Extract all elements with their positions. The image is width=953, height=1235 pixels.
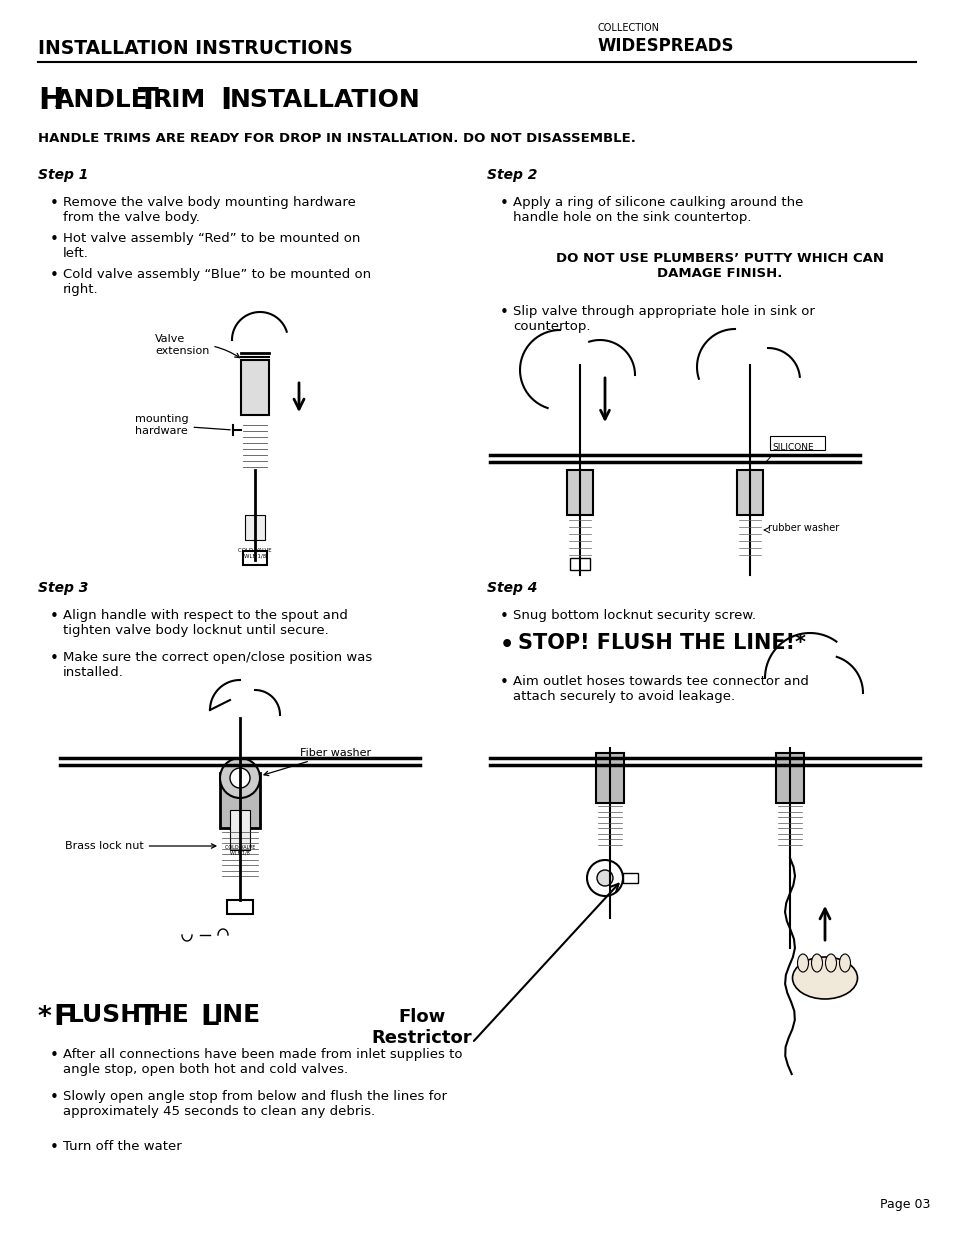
Ellipse shape [839,953,850,972]
Text: Slowly open angle stop from below and flush the lines for
approximately 45 secon: Slowly open angle stop from below and fl… [63,1091,447,1118]
Text: ANDLE: ANDLE [55,88,149,112]
Text: NSTALLATION: NSTALLATION [230,88,420,112]
FancyBboxPatch shape [241,359,269,415]
Text: Snug bottom locknut security screw.: Snug bottom locknut security screw. [513,609,756,622]
Text: Flow
Restrictor: Flow Restrictor [372,1008,472,1047]
Text: •: • [50,1140,59,1155]
Text: COLD VALVE
WLF 1/8: COLD VALVE WLF 1/8 [225,845,254,856]
Text: Align handle with respect to the spout and
tighten valve body locknut until secu: Align handle with respect to the spout a… [63,609,348,637]
Text: •: • [499,635,514,655]
Text: HANDLE TRIMS ARE READY FOR DROP IN INSTALLATION. DO NOT DISASSEMBLE.: HANDLE TRIMS ARE READY FOR DROP IN INSTA… [38,131,636,144]
Text: Turn off the water: Turn off the water [63,1140,182,1153]
Text: rubber washer: rubber washer [767,522,839,534]
Text: •: • [50,268,59,283]
Text: RIM: RIM [152,88,206,112]
Text: Hot valve assembly “Red” to be mounted on
left.: Hot valve assembly “Red” to be mounted o… [63,232,360,261]
Text: HE: HE [152,1003,190,1028]
Ellipse shape [824,953,836,972]
FancyBboxPatch shape [245,515,265,540]
Text: •: • [50,196,59,211]
Text: COLD VALVE
WLF 1/8: COLD VALVE WLF 1/8 [238,548,272,558]
Circle shape [230,768,250,788]
Text: SILICONE: SILICONE [771,443,813,452]
Text: Remove the valve body mounting hardware
from the valve body.: Remove the valve body mounting hardware … [63,196,355,224]
Text: L: L [200,1003,218,1031]
Ellipse shape [797,953,807,972]
Text: H: H [38,85,63,115]
Text: Slip valve through appropriate hole in sink or
countertop.: Slip valve through appropriate hole in s… [513,305,814,333]
FancyBboxPatch shape [775,753,803,803]
Text: F: F [53,1003,72,1031]
Text: •: • [499,676,508,690]
FancyBboxPatch shape [737,471,762,515]
Text: •: • [50,609,59,624]
Circle shape [597,869,613,885]
Text: Step 1: Step 1 [38,168,89,182]
Text: •: • [50,651,59,666]
FancyBboxPatch shape [566,471,593,515]
Ellipse shape [792,957,857,999]
Text: Fiber washer: Fiber washer [264,748,371,776]
Text: COLLECTION: COLLECTION [598,23,659,33]
Text: *: * [38,1005,51,1031]
Text: Brass lock nut: Brass lock nut [65,841,215,851]
Text: •: • [499,196,508,211]
FancyBboxPatch shape [569,558,589,571]
Text: STOP! FLUSH THE LINE!*: STOP! FLUSH THE LINE!* [517,634,805,653]
Text: LUSH: LUSH [68,1003,142,1028]
FancyBboxPatch shape [769,436,824,450]
Text: Step 4: Step 4 [486,580,537,595]
Text: After all connections have been made from inlet supplies to
angle stop, open bot: After all connections have been made fro… [63,1049,462,1076]
Text: Aim outlet hoses towards tee connector and
attach securely to avoid leakage.: Aim outlet hoses towards tee connector a… [513,676,808,703]
FancyBboxPatch shape [230,810,250,850]
Text: Step 3: Step 3 [38,580,89,595]
FancyBboxPatch shape [220,773,260,827]
Circle shape [220,758,260,798]
Text: Page 03: Page 03 [879,1198,929,1212]
Text: Apply a ring of silicone caulking around the
handle hole on the sink countertop.: Apply a ring of silicone caulking around… [513,196,802,224]
Text: T: T [138,1003,157,1031]
Text: Cold valve assembly “Blue” to be mounted on
right.: Cold valve assembly “Blue” to be mounted… [63,268,371,296]
Text: Valve
extension: Valve extension [154,335,239,358]
FancyBboxPatch shape [622,873,638,883]
Text: Make sure the correct open/close position was
installed.: Make sure the correct open/close positio… [63,651,372,679]
Text: INSTALLATION INSTRUCTIONS: INSTALLATION INSTRUCTIONS [38,38,353,58]
Text: Step 2: Step 2 [486,168,537,182]
FancyBboxPatch shape [227,900,253,914]
Circle shape [586,860,622,897]
Text: mounting
hardware: mounting hardware [135,414,230,436]
Text: WIDESPREADS: WIDESPREADS [598,37,734,56]
FancyBboxPatch shape [596,753,623,803]
Text: •: • [499,305,508,320]
Text: DO NOT USE PLUMBERS’ PUTTY WHICH CAN
DAMAGE FINISH.: DO NOT USE PLUMBERS’ PUTTY WHICH CAN DAM… [556,252,883,280]
Text: •: • [50,1091,59,1105]
Text: INE: INE [213,1003,261,1028]
FancyBboxPatch shape [243,551,267,564]
Text: I: I [220,85,232,115]
Ellipse shape [811,953,821,972]
Text: •: • [50,1049,59,1063]
Text: •: • [499,609,508,624]
Text: •: • [50,232,59,247]
Text: T: T [138,85,158,115]
